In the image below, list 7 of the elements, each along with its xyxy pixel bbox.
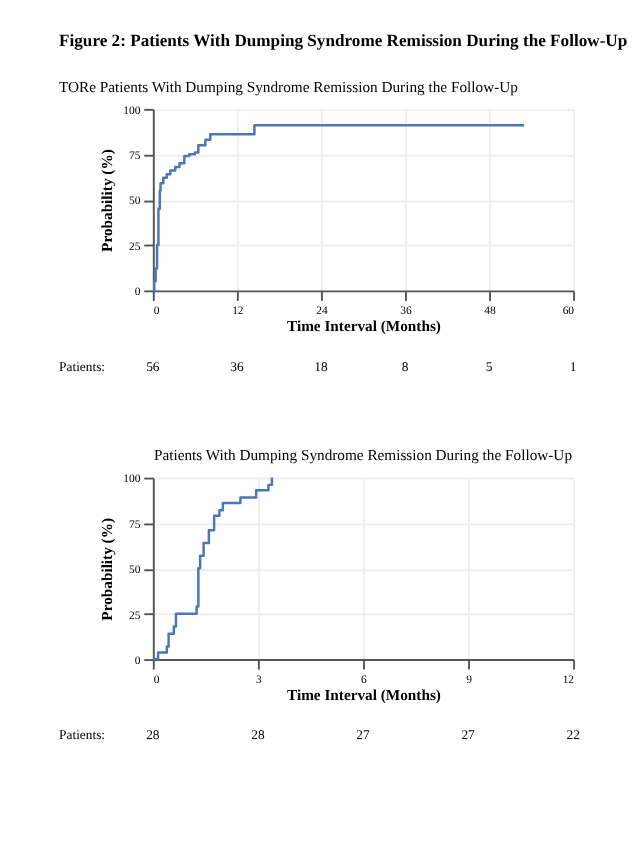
chart-title: Figure 2: Patients With Dumping Syndrome Remission During the Follow-Up [59,29,628,50]
y-axis-title: Probability (%) [97,148,116,252]
y-axis-title: Probability (%) [97,517,116,621]
chart-subtitle: TORe Patients With Dumping Syndrome Remission During the Follow-Up [59,77,519,96]
chart-title: Patients With Dumping Syndrome Remission During the Follow-Up [153,446,573,465]
x-axis-title: Time Interval (Months) [286,317,442,336]
x-axis-title: Time Interval (Months) [286,686,442,705]
